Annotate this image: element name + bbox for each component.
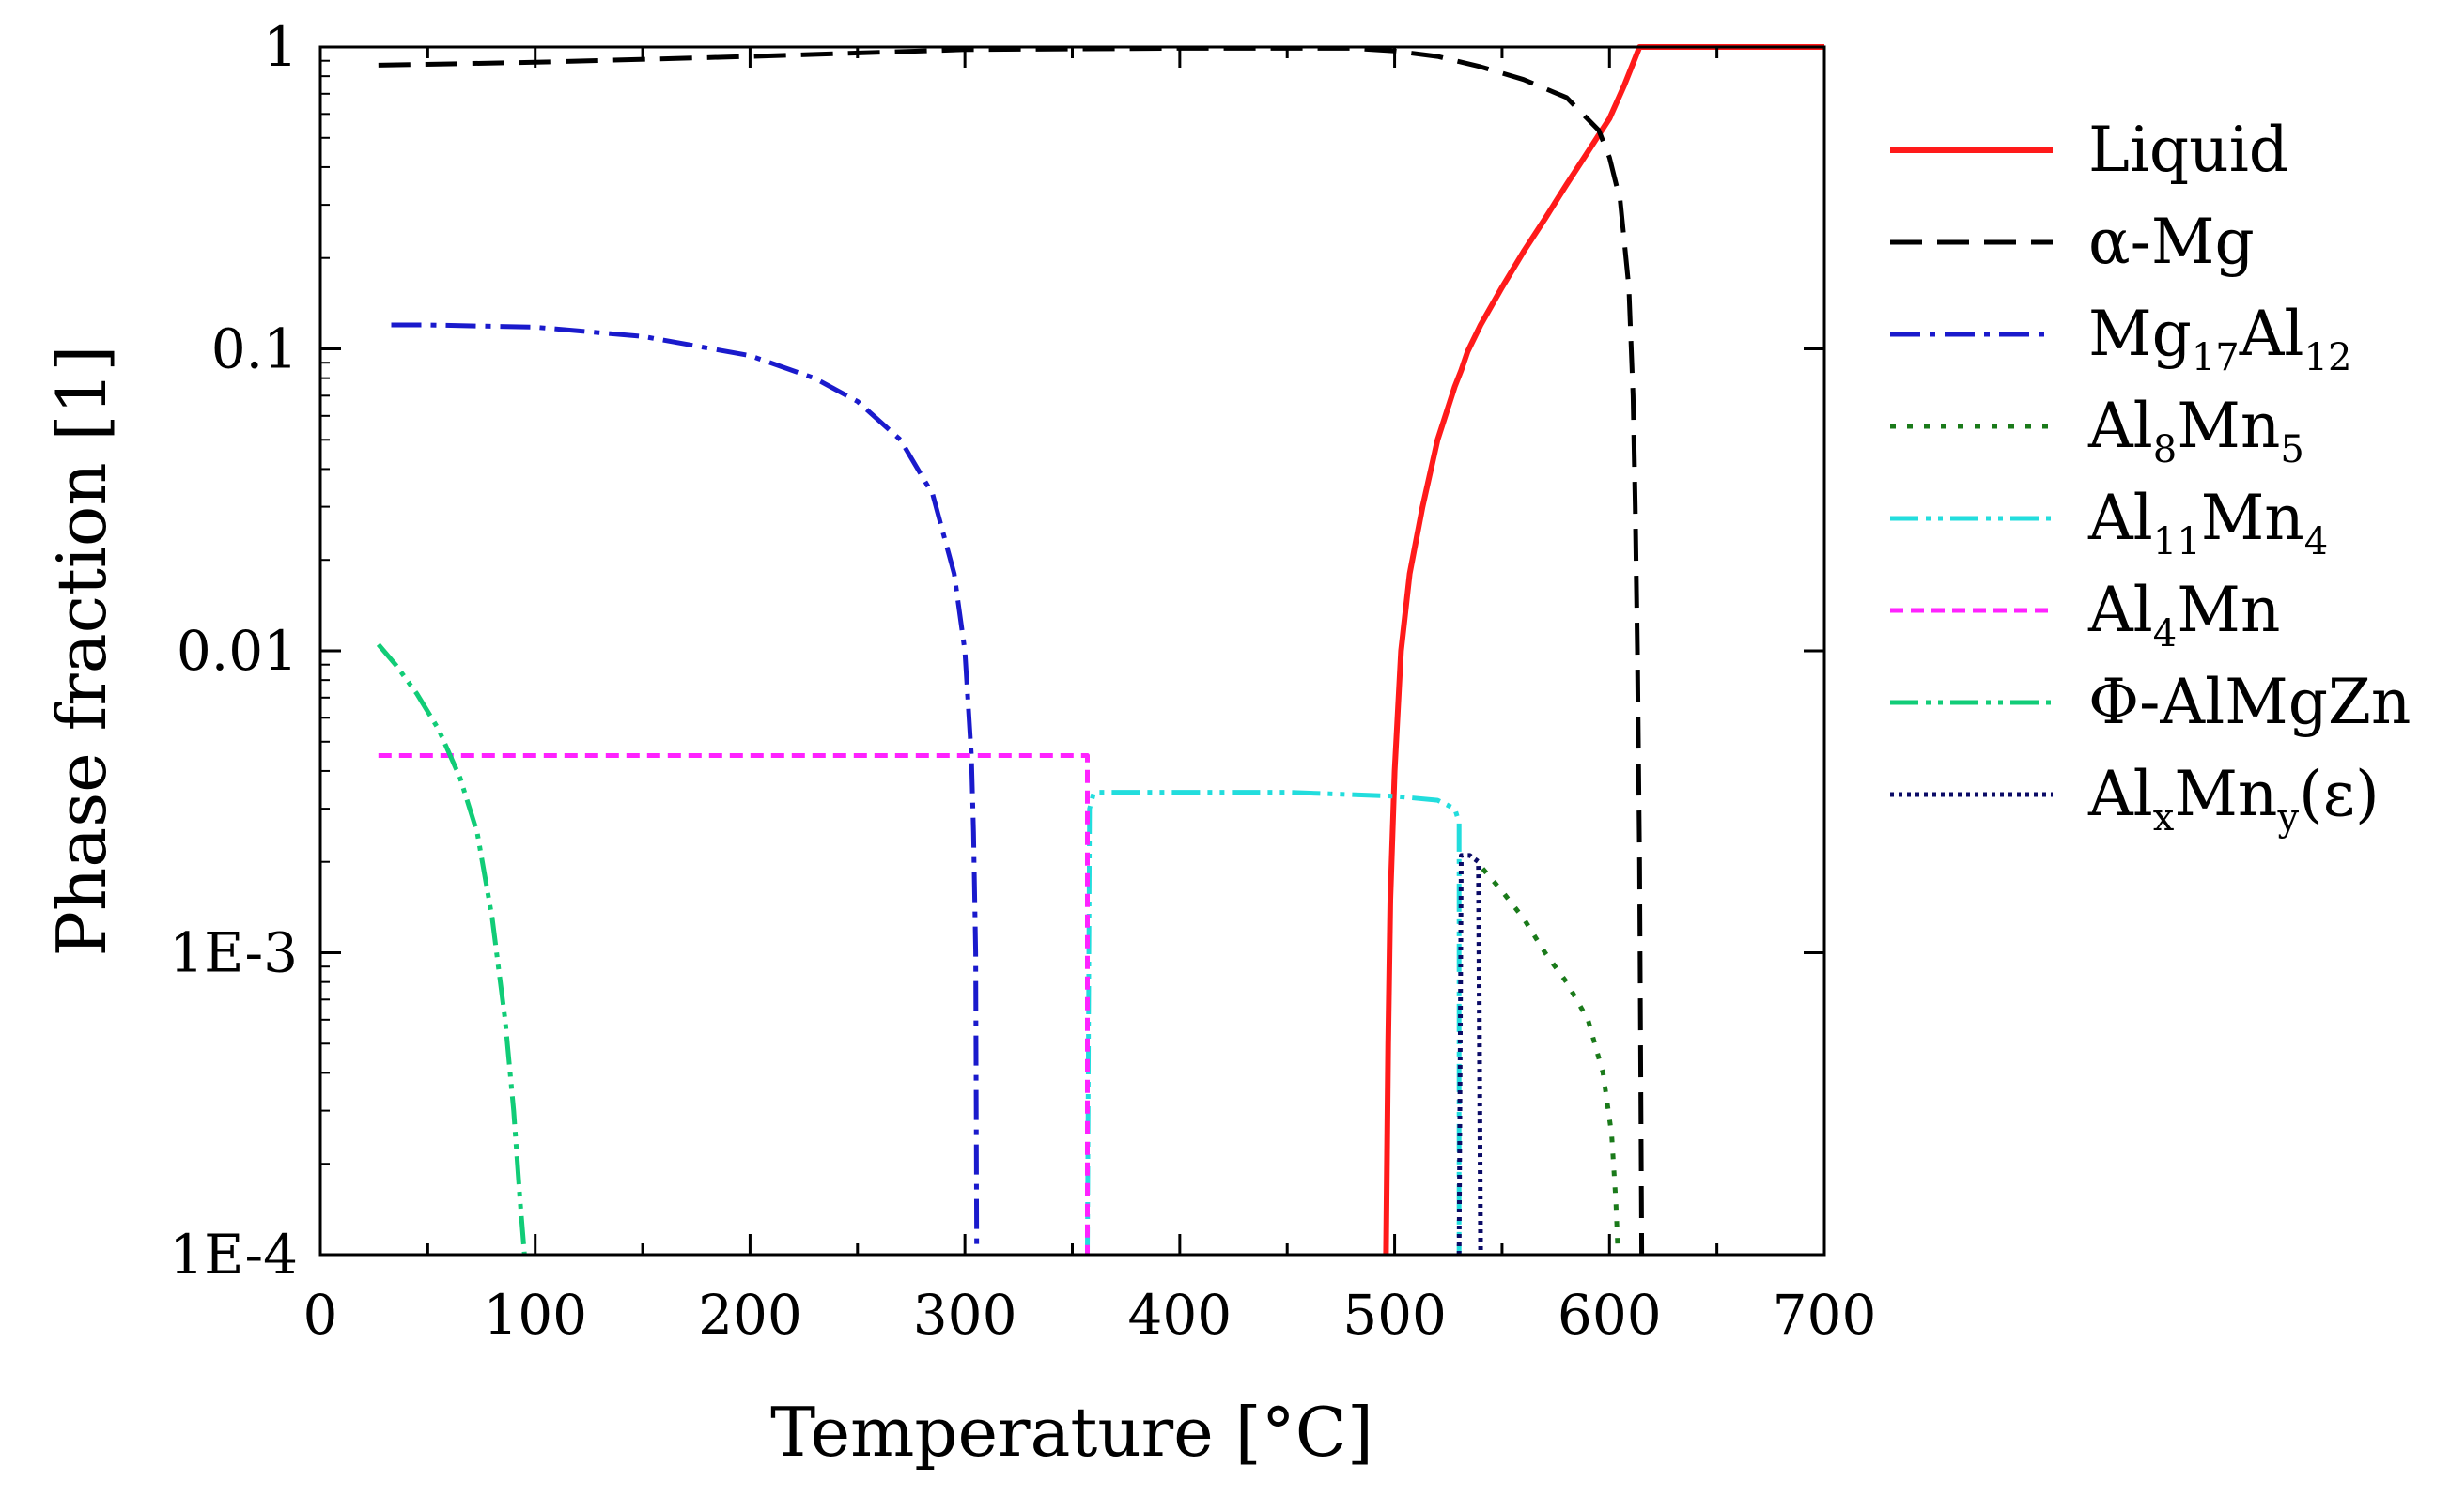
series-line — [1085, 790, 1462, 1255]
legend-label: Al11Mn4 — [2087, 482, 2328, 563]
series-line — [378, 45, 1645, 1255]
series-line — [1456, 853, 1483, 1255]
y-tick-label: 1 — [263, 15, 298, 79]
x-tick-label: 500 — [1342, 1283, 1447, 1347]
legend-label: AlxMny(ε) — [2087, 758, 2380, 840]
legend-label: Al8Mn5 — [2087, 390, 2304, 471]
x-tick-label: 200 — [698, 1283, 802, 1347]
series-line — [1481, 867, 1620, 1255]
legend-label: Mg17Al12 — [2088, 298, 2351, 379]
legend-label: α-Mg — [2088, 206, 2255, 278]
y-axis-title: Phase fraction [1] — [42, 345, 121, 956]
y-tick-label: 0.01 — [177, 619, 298, 683]
axes: 0 100 200 300 400 500 600 700 1 0.1 0.01 1E-3 1E-4 — [169, 15, 1876, 1347]
legend: Liquid α-Mg Mg17Al12 Al8Mn5 Al11Mn4 Al4Mn Φ-Al… — [1890, 114, 2411, 840]
x-tick-label: 600 — [1558, 1283, 1662, 1347]
x-tick-label: 0 — [303, 1283, 338, 1347]
x-tick-label: 700 — [1773, 1283, 1877, 1347]
x-tick-label: 100 — [483, 1283, 587, 1347]
series-line — [1383, 44, 1824, 1255]
legend-label: Liquid — [2088, 114, 2288, 186]
y-tick-label: 1E-3 — [169, 921, 298, 985]
plot-frame — [318, 45, 1826, 1257]
series-line — [376, 642, 527, 1255]
series-line — [391, 322, 980, 1255]
x-tick-label: 400 — [1127, 1283, 1232, 1347]
plot-lines — [376, 44, 1824, 1255]
x-tick-label: 300 — [913, 1283, 1017, 1347]
y-tick-label: 0.1 — [211, 317, 298, 381]
legend-label: Al4Mn — [2087, 574, 2280, 656]
y-tick-label: 1E-4 — [169, 1223, 298, 1287]
series-line — [378, 753, 1090, 1255]
x-axis-title: Temperature [°C] — [770, 1393, 1373, 1472]
legend-label: Φ-AlMgZn — [2088, 666, 2411, 738]
